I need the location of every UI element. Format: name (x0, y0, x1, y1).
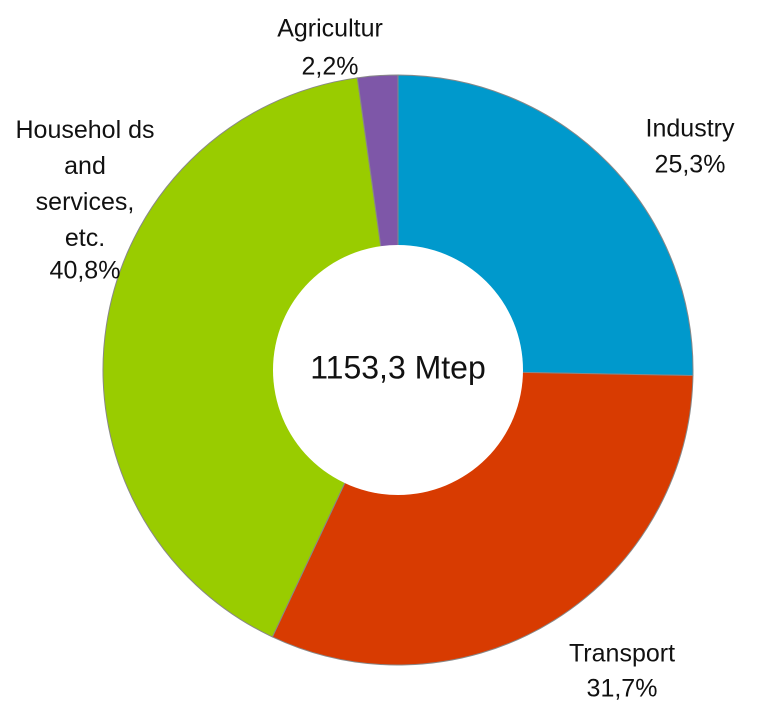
category-label: Househol ds and services, etc. (15, 116, 155, 252)
value-label: 2,2% (302, 53, 359, 81)
slice (102, 77, 399, 638)
donut-hole (273, 245, 523, 495)
category-label: Agricultur (277, 15, 383, 43)
value-label: 40,8% (50, 257, 121, 285)
center-label: 1153,3 Mtep (310, 349, 486, 385)
category-label-box: Househol ds and services, etc. (15, 116, 155, 252)
value-label: 31,7% (587, 675, 658, 703)
category-label: Industry (646, 115, 735, 143)
category-label: Transport (569, 640, 675, 668)
slices (102, 74, 694, 666)
value-label: 25,3% (655, 151, 726, 179)
